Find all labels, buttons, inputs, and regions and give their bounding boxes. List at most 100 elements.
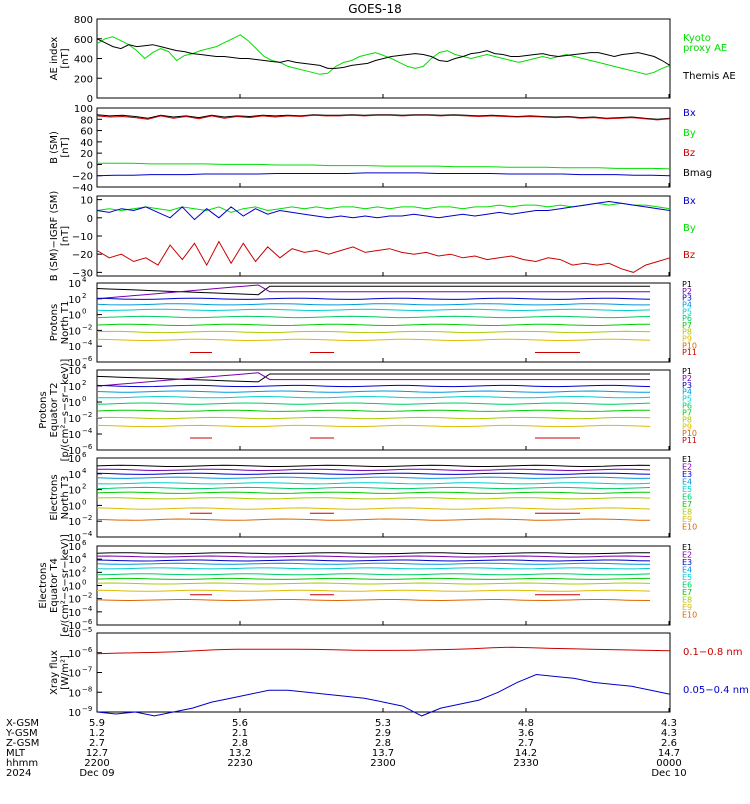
legend-entry-e4: E4 — [682, 478, 692, 487]
y-tick-exponent: 2 — [82, 379, 86, 387]
y-tick-exponent: −2 — [82, 411, 92, 419]
legend-entry-p9: P9 — [682, 422, 692, 431]
channel-line-p8 — [96, 330, 651, 334]
ephemeris-value: 2.8 — [375, 738, 391, 749]
channel-line-e4 — [96, 476, 651, 479]
y-tick-label: 400 — [74, 55, 93, 66]
y-tick-label: 800 — [74, 15, 93, 26]
channel-line-e3 — [96, 472, 651, 475]
y-tick-label: 10 — [68, 629, 81, 640]
y-tick-label: 10 — [68, 582, 81, 593]
plot-title: GOES-18 — [348, 2, 402, 16]
ephemeris-value: 5.9 — [89, 718, 105, 729]
legend-entry: By — [683, 128, 696, 139]
y-tick-exponent: 4 — [82, 276, 87, 284]
legend-entry: proxy AE — [683, 43, 727, 54]
legend-entry: Bx — [683, 108, 696, 119]
panel-bigrf: B (SM)−IGRF (SM) [nT] 10 0 −10 −20 −30 Bx By Bz — [49, 191, 696, 282]
channel-line-e3 — [96, 559, 651, 562]
channel-line-e6 — [96, 573, 651, 576]
y-tick-label: 80 — [80, 115, 93, 126]
legend-entry-p3: P3 — [682, 294, 692, 303]
y-tick-label: 10 — [68, 295, 81, 306]
legend-entry-e6: E6 — [682, 493, 692, 502]
legend-entry-p8: P8 — [682, 415, 692, 424]
ephemeris-value: 13.7 — [372, 748, 394, 759]
legend-entry: Bz — [683, 250, 695, 261]
legend-entry-e10: E10 — [682, 523, 697, 532]
y-tick-label: 10 — [68, 595, 81, 606]
legend-entry: Bmag — [683, 168, 712, 179]
ephemeris-label: Y-GSM — [5, 728, 38, 739]
y-tick-exponent: −6 — [82, 618, 93, 626]
legend-entry: By — [683, 223, 696, 234]
legend-entry-p1: P1 — [682, 367, 692, 376]
y-tick-label: 10 — [68, 342, 81, 353]
y-tick-label: 10 — [68, 708, 81, 719]
ephemeris-value: 2300 — [370, 758, 395, 769]
ephemeris-value: 2.6 — [661, 738, 677, 749]
legend-entry: Bz — [683, 148, 695, 159]
y-tick-label: 10 — [68, 542, 81, 553]
y-tick-exponent: 0 — [82, 498, 86, 506]
y-tick-label: 20 — [80, 149, 93, 160]
y-tick-exponent: −2 — [82, 514, 92, 522]
y-axis-label: [e/(cm²−s−sr−keV)] — [60, 534, 71, 637]
y-axis-label: [nT] — [60, 137, 71, 157]
ephemeris-label: Z-GSM — [6, 738, 39, 749]
channel-line-e10 — [96, 518, 650, 521]
y-tick-exponent: −6 — [82, 355, 93, 363]
ephemeris-value: 14.7 — [658, 748, 680, 759]
y-tick-label: 10 — [68, 358, 81, 369]
channel-line-e9 — [96, 589, 651, 592]
y-tick-exponent: 4 — [82, 363, 87, 371]
legend-entry: Bx — [683, 196, 696, 207]
legend-entry-e8: E8 — [682, 508, 692, 517]
ephemeris-value: 2.9 — [375, 728, 391, 739]
panel-frame — [96, 107, 671, 188]
ephemeris-value: 2200 — [84, 758, 109, 769]
y-tick-exponent: −4 — [82, 605, 93, 613]
series-line — [96, 34, 671, 75]
legend-entry-p5: P5 — [682, 395, 692, 404]
legend-entry-p4: P4 — [682, 388, 692, 397]
y-tick-label: 0 — [87, 160, 93, 171]
channel-line-e6 — [96, 486, 651, 490]
y-tick-label: 10 — [68, 311, 81, 322]
y-axis-label: Equator T4 — [49, 558, 60, 613]
y-tick-label: 0 — [87, 94, 93, 105]
y-tick-label: 10 — [68, 568, 81, 579]
ephemeris-value: 4.3 — [661, 718, 677, 729]
y-axis-label: North T1 — [60, 301, 71, 345]
legend-entry-p5: P5 — [682, 307, 692, 316]
channel-line-p1 — [96, 285, 650, 296]
y-tick-label: 10 — [68, 533, 81, 544]
series-line — [96, 38, 671, 69]
y-tick-exponent: −6 — [82, 443, 93, 451]
channel-line-e8 — [96, 497, 651, 500]
ephemeris-value: 3.6 — [518, 728, 534, 739]
channel-line-p7 — [96, 323, 650, 327]
channel-line-p9 — [96, 424, 651, 428]
y-tick-exponent: 2 — [82, 292, 86, 300]
legend-entry-p6: P6 — [682, 314, 692, 323]
y-tick-label: −30 — [72, 268, 93, 279]
channel-line-e9 — [96, 507, 651, 510]
y-tick-exponent: 0 — [82, 579, 86, 587]
panel-xray: Xray flux [W/m²]10−910−810−710−610 −50.1−0… — [49, 626, 749, 719]
y-axis-label: AE index — [49, 37, 60, 81]
legend-entry-p3: P3 — [682, 381, 692, 390]
channel-line-e5 — [96, 482, 651, 485]
legend-entry-e8: E8 — [682, 596, 692, 605]
legend-entry-e6: E6 — [682, 581, 692, 590]
channel-line-p6 — [96, 402, 651, 405]
y-axis-label: [nT] — [60, 48, 71, 68]
y-axis-label: [p/(cm²−s−sr−keV)] — [60, 359, 71, 462]
y-tick-exponent: 0 — [82, 308, 86, 316]
y-tick-exponent: −4 — [82, 530, 93, 538]
y-tick-label: 10 — [68, 621, 81, 632]
y-tick-label: 10 — [68, 430, 81, 441]
panel-frame — [96, 282, 671, 363]
